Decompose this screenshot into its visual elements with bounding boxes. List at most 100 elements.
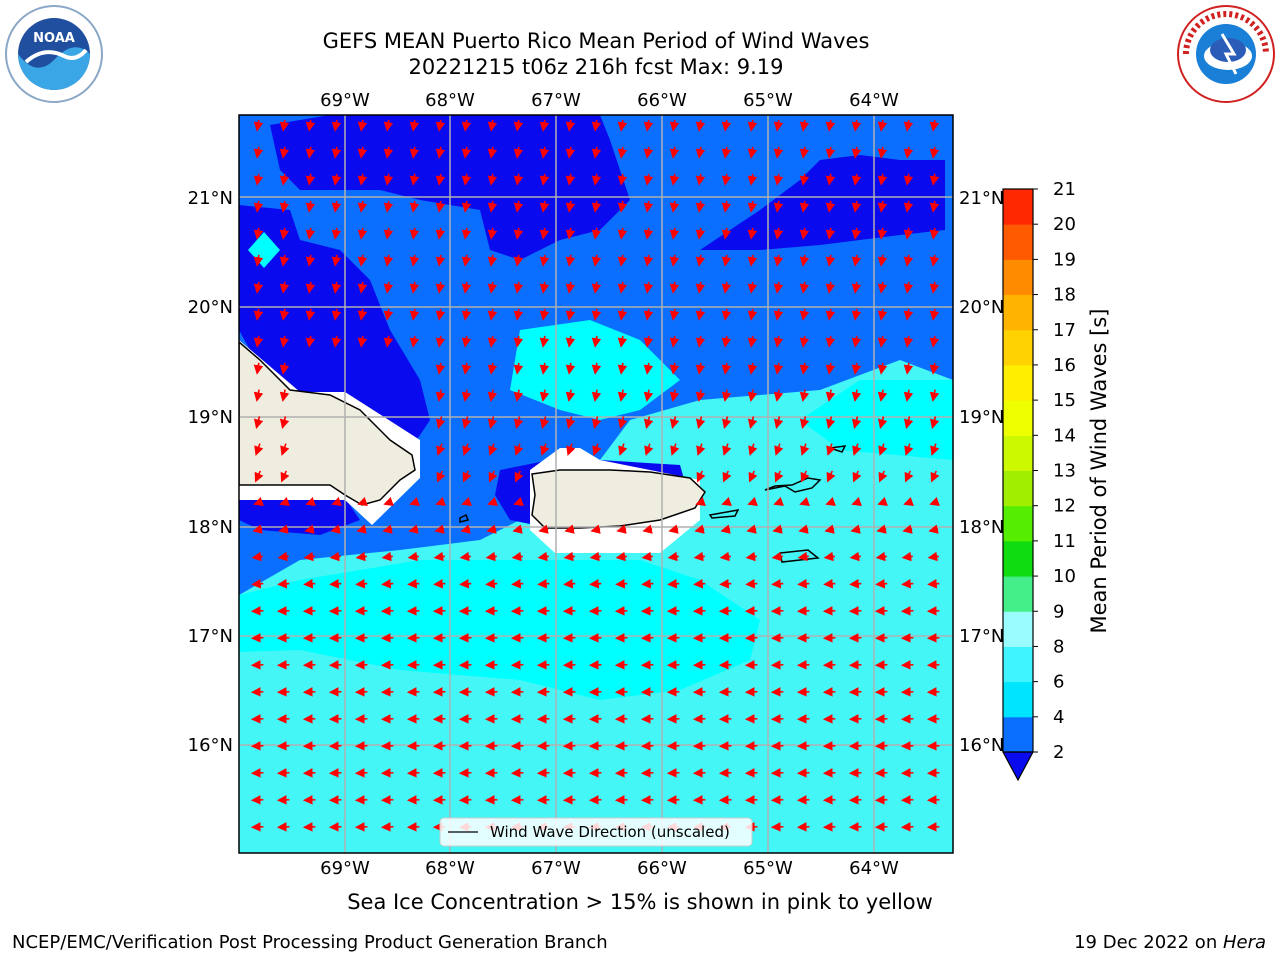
lat-label-left: 18°N [188,517,233,538]
wind-wave-arrow [721,308,732,321]
wind-wave-arrow [747,335,758,348]
wind-wave-arrow [513,119,524,132]
wind-wave-arrow [694,524,705,534]
wind-wave-arrow [277,551,289,562]
wind-wave-arrow [331,146,342,159]
wind-wave-arrow [745,551,757,562]
wind-wave-arrow [617,227,628,240]
colorbar-tick-label: 17 [1053,320,1076,341]
wind-wave-arrow [617,146,628,159]
colorbar-under-triangle [1001,751,1035,782]
wind-wave-arrow [382,524,393,534]
wind-wave-arrow [513,496,524,507]
wind-wave-arrow [329,551,341,562]
wind-wave-arrow [851,173,862,186]
colorbar-segment [1003,540,1033,577]
wind-wave-arrow [513,254,524,267]
wind-wave-arrow [852,443,862,456]
colorbar-label: Mean Period of Wind Waves [s] [1087,309,1111,634]
wind-wave-arrow [279,362,290,375]
wind-wave-arrow [747,308,758,321]
wind-wave-arrow [773,496,784,507]
wind-wave-arrow [538,524,549,534]
wind-wave-arrow [589,551,601,562]
wind-wave-arrow [929,254,940,267]
wind-wave-arrow [331,496,342,507]
wind-wave-arrow [825,281,836,294]
wind-wave-arrow [409,227,420,240]
wind-wave-arrow [251,551,263,562]
wind-wave-arrow [435,254,446,267]
wind-wave-arrow [513,389,524,402]
chart-title: GEFS MEAN Puerto Rico Mean Period of Win… [322,29,870,53]
wind-wave-arrow [409,200,420,213]
colorbar-tick-label: 16 [1053,355,1076,376]
wind-wave-arrow [330,524,341,534]
wind-wave-arrow [433,551,445,562]
wind-wave-arrow [435,200,446,213]
wind-wave-arrow [695,146,706,159]
lon-label-top: 67°W [531,90,581,111]
wind-wave-arrow [461,389,472,402]
wind-wave-arrow [904,443,914,456]
wind-wave-arrow [617,254,628,267]
wind-wave-arrow [617,200,628,213]
wind-wave-arrow [305,308,316,321]
wind-wave-arrow [591,200,602,213]
wind-wave-arrow [695,254,706,267]
wind-wave-arrow [851,362,862,375]
wind-wave-arrow [592,443,602,456]
wind-wave-arrow [773,362,784,375]
wind-wave-arrow [799,146,810,159]
wind-wave-arrow [461,173,472,186]
colorbar-tick-label: 14 [1053,425,1076,446]
wind-wave-arrow [823,579,836,589]
wind-wave-arrow [459,579,472,589]
wind-wave-arrow [696,443,706,456]
lat-label-right: 19°N [959,407,1004,428]
wind-wave-arrow [799,173,810,186]
colorbar-segment [1003,681,1033,718]
wind-wave-arrow [435,146,446,159]
wind-wave-arrow [409,254,420,267]
wind-wave-arrow [253,389,264,402]
wind-wave-arrow [851,496,862,507]
lat-label-left: 20°N [188,297,233,318]
wind-wave-arrow [695,416,706,430]
wind-wave-arrow [903,496,914,507]
wind-wave-arrows [250,119,940,832]
wind-wave-arrow [797,579,810,589]
land-hispaniola [239,341,416,506]
wind-wave-arrow [253,173,264,186]
wind-wave-arrow [279,119,290,132]
wind-wave-arrow [409,281,420,294]
wind-wave-arrow [591,146,602,159]
wind-wave-arrow [565,308,576,321]
wind-wave-arrow [747,281,758,294]
wind-wave-arrow [565,389,576,402]
wind-wave-arrow [643,281,654,294]
wind-wave-arrow [773,254,784,267]
wind-wave-arrow [565,173,576,186]
wind-wave-arrow [539,416,550,430]
wind-wave-arrow [825,416,836,430]
wind-wave-arrow [929,281,940,294]
wind-wave-arrow [383,146,394,159]
wind-wave-arrow [669,173,680,186]
land-anguilla [829,445,847,453]
wind-wave-arrow [773,416,784,430]
wind-wave-arrow [435,308,446,321]
wind-wave-arrow [799,200,810,213]
wind-wave-arrow [253,281,264,294]
wind-wave-arrow [461,416,472,430]
wind-wave-arrow [667,579,680,589]
wind-wave-arrow [357,308,368,321]
wind-wave-arrow [615,579,628,589]
wind-wave-arrow [745,579,758,589]
wind-wave-arrow [303,551,315,562]
wind-wave-arrow [721,496,732,507]
wind-wave-arrow [513,362,524,375]
wind-wave-arrow [511,551,523,562]
legend: Wind Wave Direction (unscaled) [439,817,753,847]
wind-wave-arrow [695,200,706,213]
